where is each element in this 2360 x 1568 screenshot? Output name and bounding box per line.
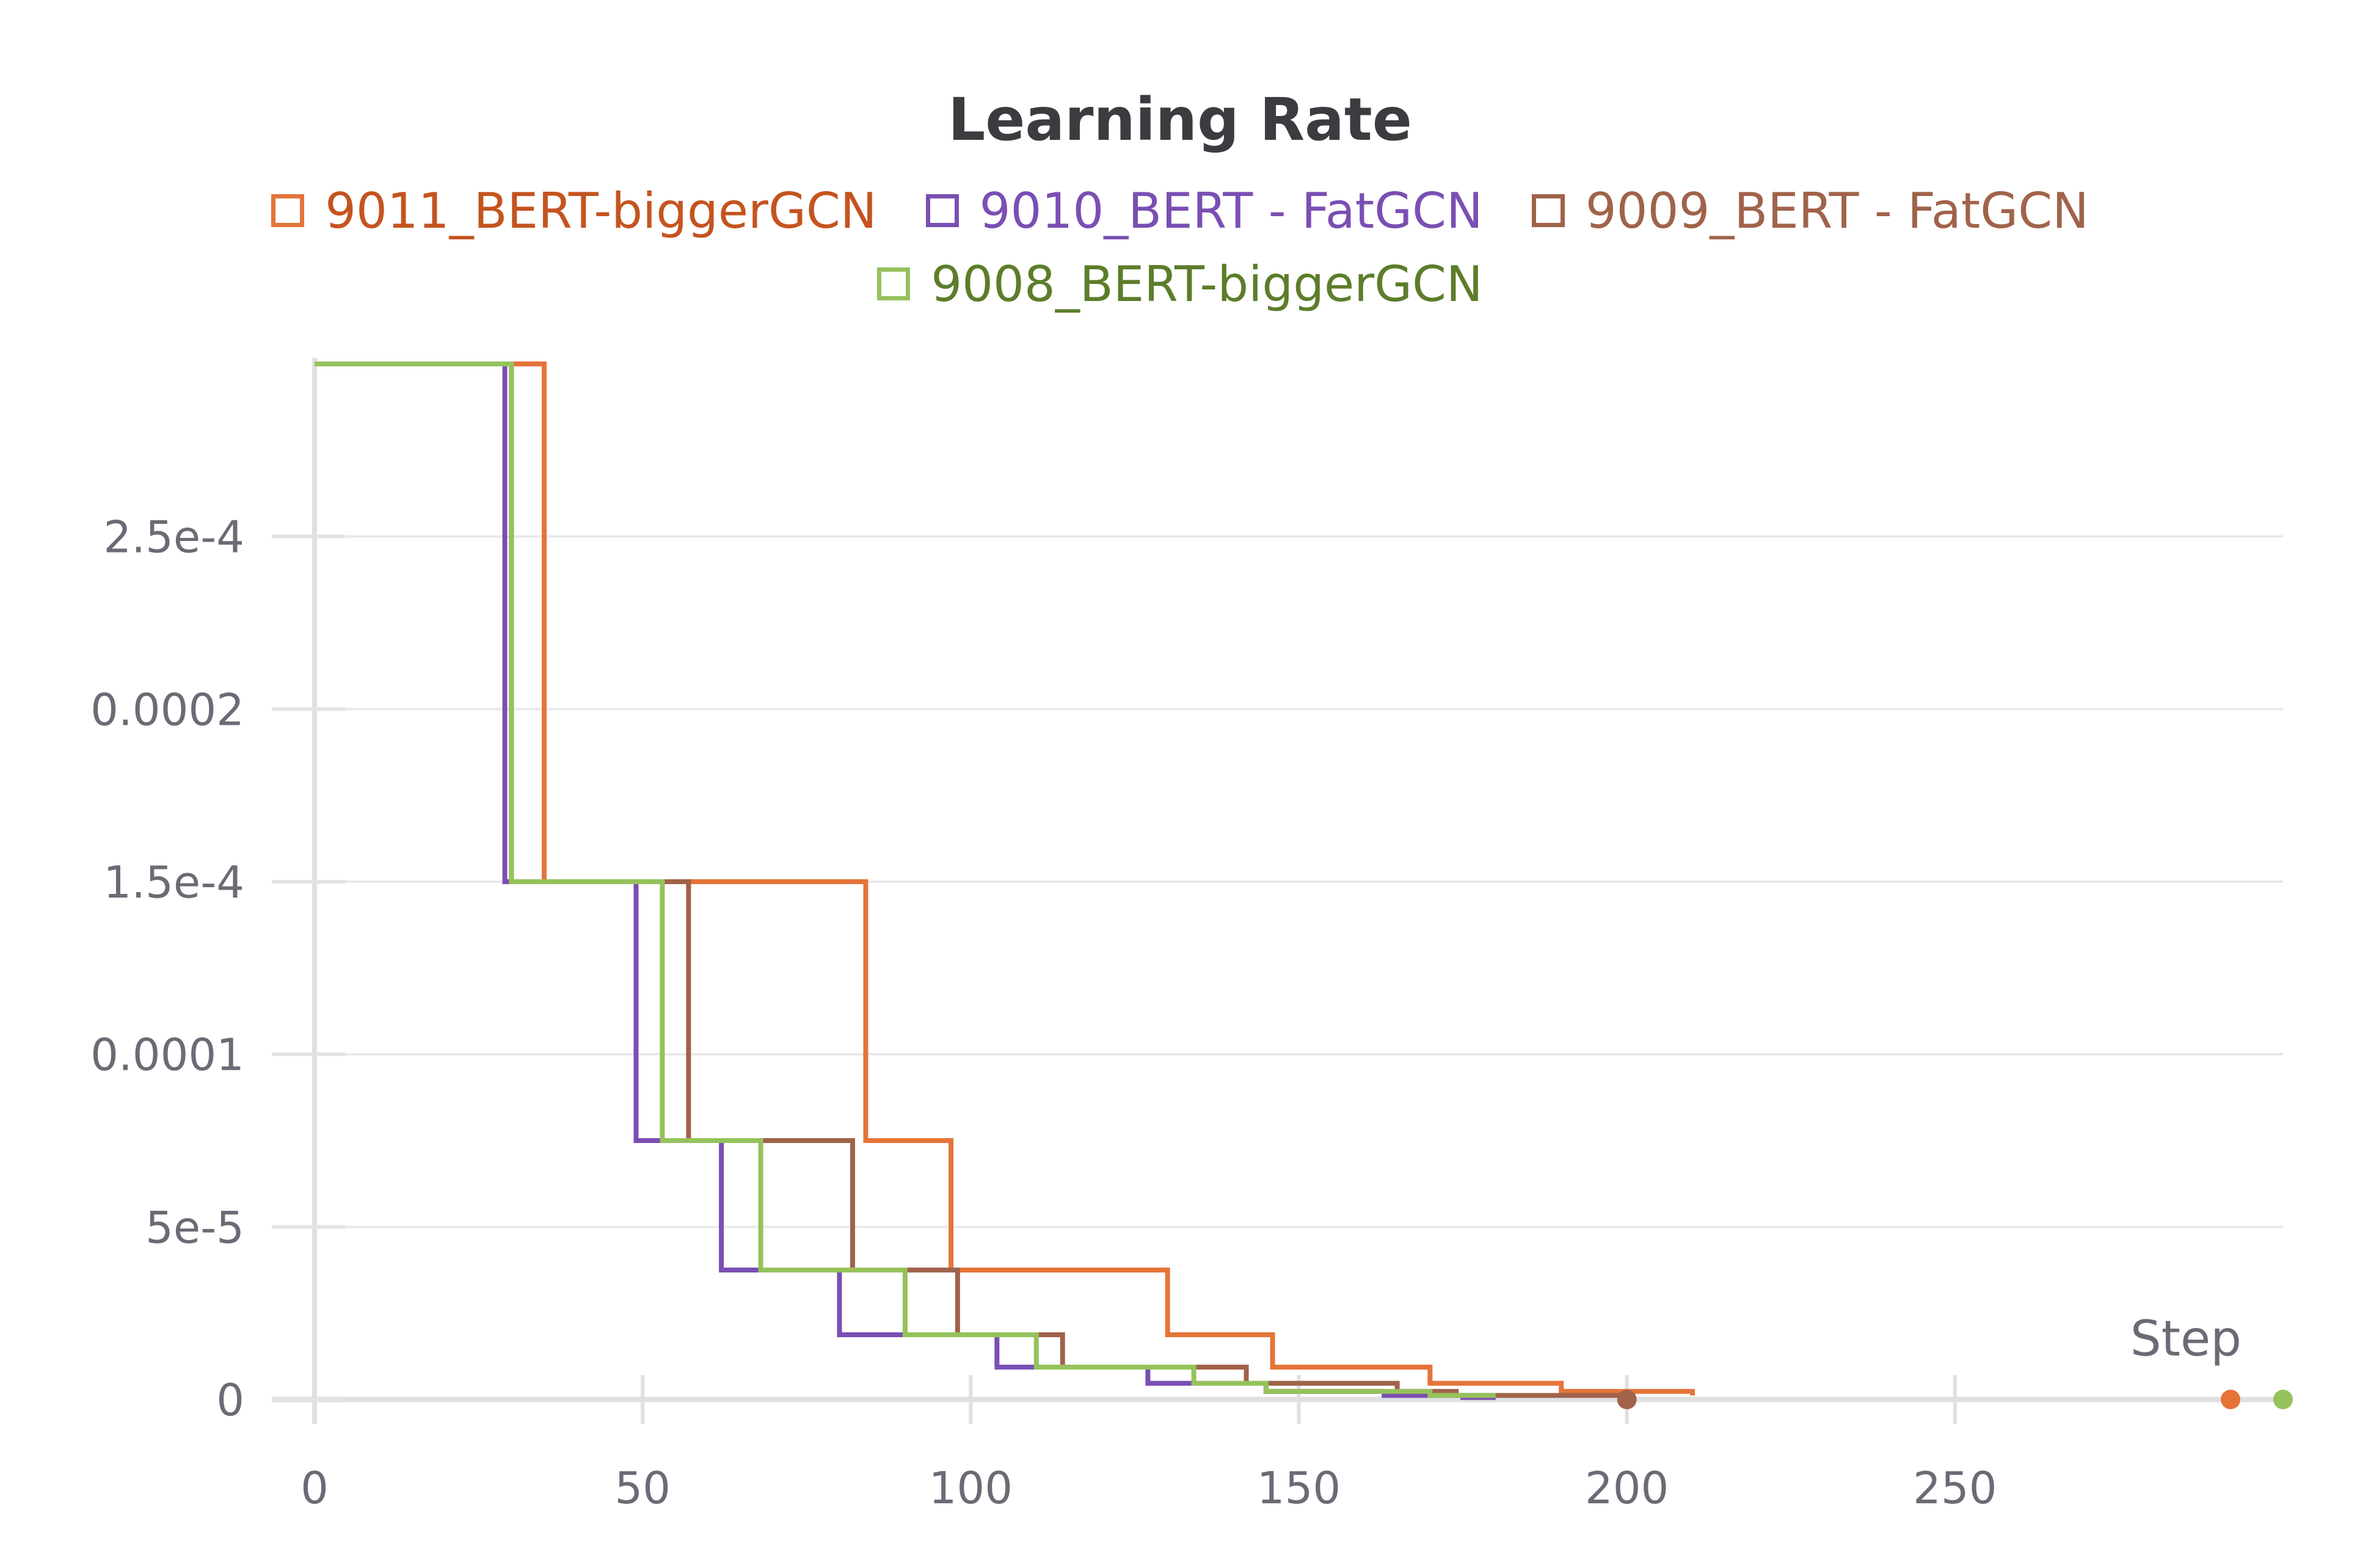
legend-label-9008: 9008_BERT-biggerGCN [931,255,1483,313]
grid-lines [315,535,2283,1229]
y-tick-label-5: 2.5e-4 [103,512,244,563]
end-marker-3 [2273,1390,2293,1409]
y-tick-label-0: 0 [216,1374,244,1426]
y-tick-label-1: 5e-5 [145,1202,244,1253]
legend-swatch-9011 [271,194,305,227]
legend-item-9008[interactable]: 9008_BERT-biggerGCN [877,256,1483,313]
x-axis-ticks: 0 50 100 150 200 250 [300,1375,1997,1514]
y-axis-ticks: 0 5e-5 0.0001 1.5e-4 0.0002 2.5e-4 [90,512,345,1426]
x-tick-label-4: 200 [1585,1462,1669,1514]
legend-swatch-9009 [1531,194,1565,227]
legend-item-9009[interactable]: 9009_BERT - FatGCN [1531,182,2089,239]
x-tick-label-5: 250 [1913,1462,1997,1514]
y-tick-label-3: 1.5e-4 [103,857,244,908]
y-tick-label-2: 0.0001 [90,1029,244,1081]
end-marker-0 [2221,1390,2241,1409]
legend-row-2: 9008_BERT-biggerGCN [0,256,2360,313]
end-marker-2 [1617,1390,1637,1409]
series-line-3 [315,361,1496,1398]
legend-swatch-9008 [877,267,911,300]
series-line-1 [315,361,1496,1400]
legend-label-9011: 9011_BERT-biggerGCN [325,182,877,239]
series-lines [315,361,1695,1400]
legend-swatch-9010 [925,194,959,227]
x-tick-label-0: 0 [300,1462,329,1514]
series-line-0 [315,361,1695,1396]
legend-label-9010: 9010_BERT - FatGCN [979,182,1483,239]
end-markers [1617,1390,2293,1409]
y-tick-label-4: 0.0002 [90,684,244,735]
x-tick-label-2: 100 [929,1462,1013,1514]
x-tick-label-1: 50 [614,1462,671,1514]
legend-item-9010[interactable]: 9010_BERT - FatGCN [925,182,1483,239]
legend-label-9009: 9009_BERT - FatGCN [1585,182,2089,239]
chart-title: Learning Rate [948,85,1412,154]
x-axis-label: Step [2130,1310,2242,1367]
legend-row-1: 9011_BERT-biggerGCN 9010_BERT - FatGCN 9… [0,182,2360,239]
legend-item-9011[interactable]: 9011_BERT-biggerGCN [271,183,877,239]
x-tick-label-3: 150 [1257,1462,1341,1514]
legend: 9011_BERT-biggerGCN 9010_BERT - FatGCN 9… [0,183,2360,330]
axes [272,358,2283,1424]
